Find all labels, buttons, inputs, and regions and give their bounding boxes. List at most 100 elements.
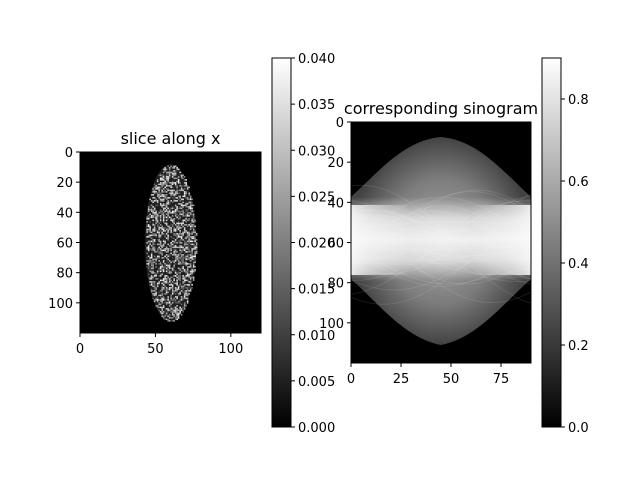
slice-speckle (189, 287, 192, 289)
slice-speckle (152, 194, 154, 196)
slice-speckle (164, 285, 166, 288)
slice-speckle (185, 264, 187, 267)
slice-speckle (182, 254, 184, 256)
slice-speckle (164, 315, 166, 318)
slice-speckle (192, 231, 195, 234)
slice-speckle (180, 200, 183, 202)
slice-speckle (165, 291, 168, 294)
slice-speckle (162, 312, 165, 315)
slice-speckle (177, 233, 180, 235)
slice-speckle (162, 305, 165, 307)
slice-speckle (176, 254, 178, 256)
slice-speckle (171, 290, 174, 292)
sinogram-trace (351, 209, 531, 280)
slice-speckle (161, 251, 163, 253)
slice-speckle (194, 251, 196, 253)
slice-speckle (182, 276, 184, 279)
slice-speckle (146, 252, 148, 255)
slice-speckle (158, 299, 160, 301)
slice-speckle (188, 192, 190, 195)
slice-speckle (159, 243, 162, 246)
slice-speckle (186, 270, 189, 273)
slice-speckle (164, 278, 166, 280)
slice-speckle (162, 249, 165, 252)
slice-speckle (171, 254, 174, 256)
slice-speckle (176, 296, 178, 298)
sinogram-x-tick-label: 50 (443, 372, 460, 387)
slice-speckle (189, 257, 192, 259)
slice-speckle (171, 299, 174, 301)
slice-speckle (174, 245, 177, 247)
slice-speckle (191, 270, 193, 273)
slice-speckle (147, 209, 150, 211)
sinogram-trace (351, 245, 531, 250)
slice-speckle (189, 278, 192, 280)
slice-speckle (177, 315, 180, 318)
slice-speckle (158, 255, 160, 258)
slice-speckle (174, 299, 177, 301)
slice-speckle (185, 239, 187, 241)
slice-speckle (171, 212, 174, 214)
slice-speckle (194, 261, 196, 264)
slice-speckle (171, 314, 174, 316)
sinogram-trace (351, 220, 531, 228)
slice-speckle (164, 266, 166, 268)
slice-speckle (159, 248, 162, 250)
slice-speckle (179, 242, 181, 244)
slice-speckle (158, 210, 160, 213)
slice-speckle (176, 191, 178, 193)
slice-speckle (185, 243, 187, 246)
slice-speckle (180, 249, 183, 252)
slice-speckle (183, 176, 186, 178)
slice-speckle (173, 314, 175, 316)
slice-speckle (180, 227, 183, 229)
slice-speckle (162, 168, 165, 171)
slice-speckle (170, 189, 172, 192)
slice-speckle (174, 252, 177, 255)
slice-speckle (194, 254, 196, 256)
slice-speckle (180, 245, 183, 247)
slice-speckle (165, 183, 168, 186)
slice-speckle (173, 260, 175, 262)
slice-speckle (147, 228, 150, 231)
slice-speckle (165, 179, 168, 181)
slice-speckle (159, 215, 162, 217)
slice-speckle (155, 213, 157, 216)
slice-speckle (183, 227, 186, 229)
slice-speckle (159, 290, 162, 292)
slice-speckle (170, 242, 172, 244)
slice-speckle (174, 173, 177, 175)
slice-speckle (185, 221, 187, 223)
slice-speckle (152, 213, 154, 216)
slice-speckle (186, 275, 189, 277)
slice-speckle (173, 165, 175, 168)
slice-speckle (168, 267, 171, 270)
slice-speckle (156, 231, 159, 234)
slice-speckle (156, 221, 159, 223)
slice-speckle (165, 251, 168, 253)
slice-speckle (171, 309, 174, 312)
slice-speckle (165, 177, 168, 180)
slice-speckle (177, 261, 180, 264)
slice-speckle (170, 165, 172, 168)
slice-speckle (186, 186, 189, 189)
slice-speckle (188, 258, 190, 261)
slice-speckle (167, 231, 169, 234)
slice-speckle (179, 192, 181, 195)
slice-speckle (170, 279, 172, 282)
slice-speckle (180, 188, 183, 190)
slice-speckle (183, 237, 186, 240)
slice-speckle (183, 296, 186, 298)
slice-speckle (159, 299, 162, 301)
slice-speckle (167, 297, 169, 300)
slice-speckle (167, 218, 169, 220)
slice-speckle (177, 272, 180, 274)
slice-speckle (176, 297, 178, 300)
slice-speckle (149, 230, 151, 232)
slice-speckle (164, 242, 166, 244)
slice-speckle (174, 224, 177, 226)
slice-speckle (152, 210, 154, 213)
slice-speckle (146, 228, 148, 231)
slice-speckle (155, 204, 157, 207)
slice-speckle (164, 216, 166, 219)
